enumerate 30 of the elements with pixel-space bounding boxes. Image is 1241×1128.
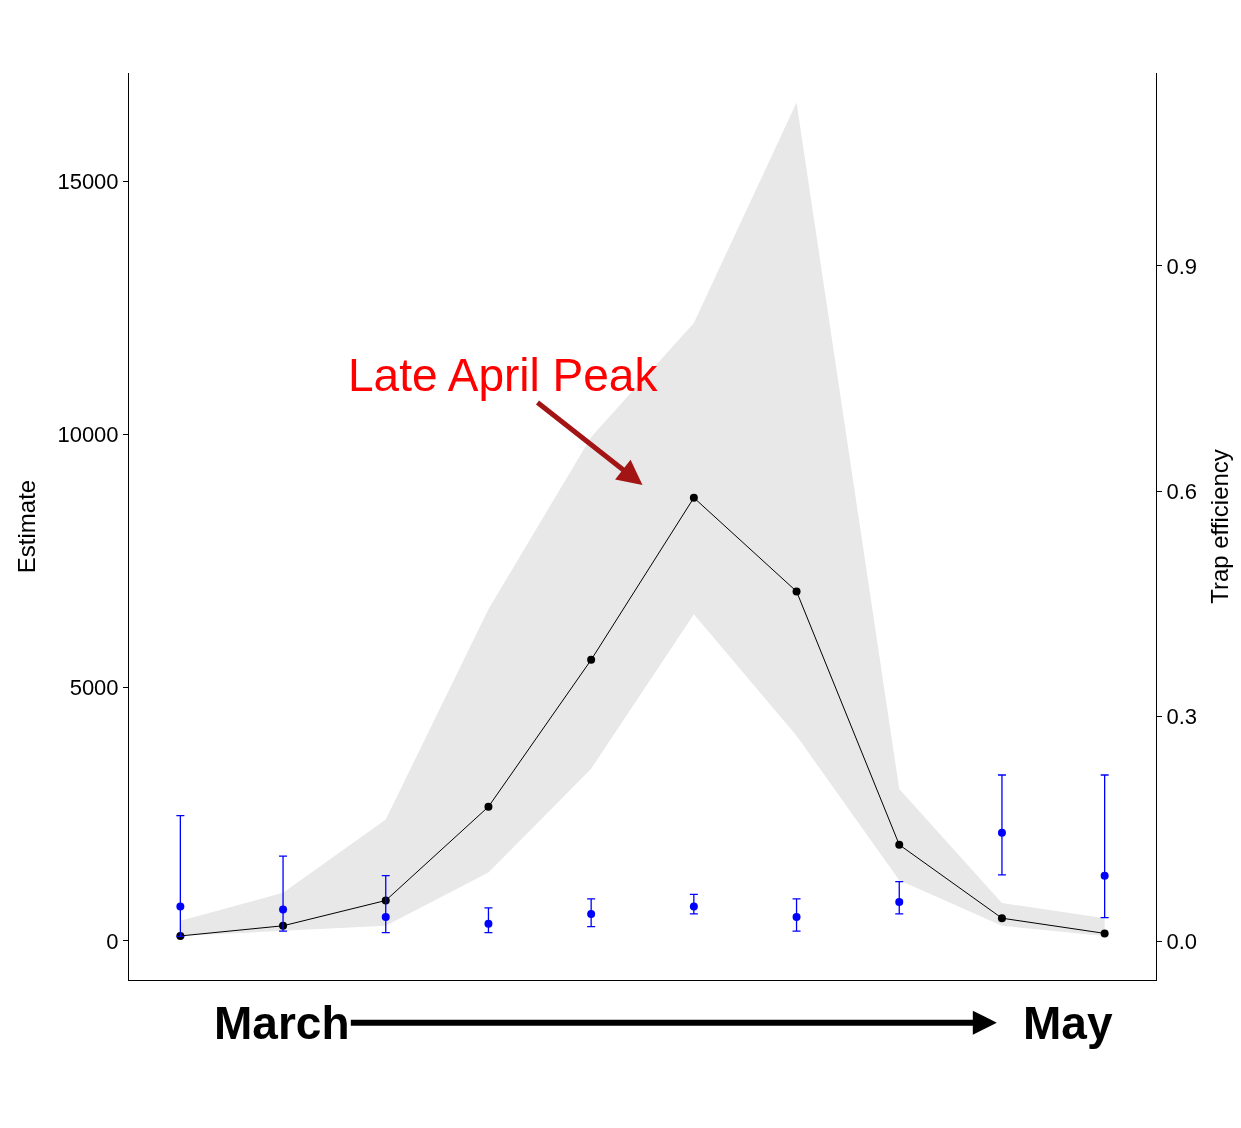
point bbox=[792, 587, 801, 596]
point bbox=[997, 914, 1006, 923]
point bbox=[1100, 871, 1109, 880]
y-tick-label: 15000 bbox=[57, 168, 119, 194]
point bbox=[484, 919, 493, 928]
y2-tick-label: 0.3 bbox=[1166, 704, 1197, 730]
annotation: Late April Peak bbox=[348, 349, 659, 401]
y-tick-label: 10000 bbox=[57, 422, 119, 448]
y2-tick-label: 0.0 bbox=[1166, 929, 1197, 955]
point bbox=[895, 840, 904, 849]
text: May bbox=[1023, 997, 1113, 1049]
y2-tick-label: 0.9 bbox=[1166, 253, 1197, 279]
point bbox=[1100, 929, 1109, 938]
y2-axis-title: Trap efficiency bbox=[1206, 449, 1234, 604]
point bbox=[997, 828, 1006, 837]
point bbox=[587, 909, 596, 918]
y-axis-title: Estimate bbox=[12, 479, 40, 574]
point bbox=[792, 912, 801, 921]
point bbox=[484, 802, 493, 811]
point bbox=[176, 902, 185, 911]
point bbox=[689, 493, 698, 502]
point bbox=[279, 905, 288, 914]
point bbox=[381, 912, 390, 921]
y-tick-label: 0 bbox=[106, 928, 119, 954]
y2-tick-label: 0.6 bbox=[1166, 478, 1197, 504]
point bbox=[689, 902, 698, 911]
point bbox=[895, 897, 904, 906]
text: March bbox=[214, 997, 350, 1049]
point bbox=[587, 655, 596, 664]
y-tick-label: 5000 bbox=[69, 675, 119, 701]
